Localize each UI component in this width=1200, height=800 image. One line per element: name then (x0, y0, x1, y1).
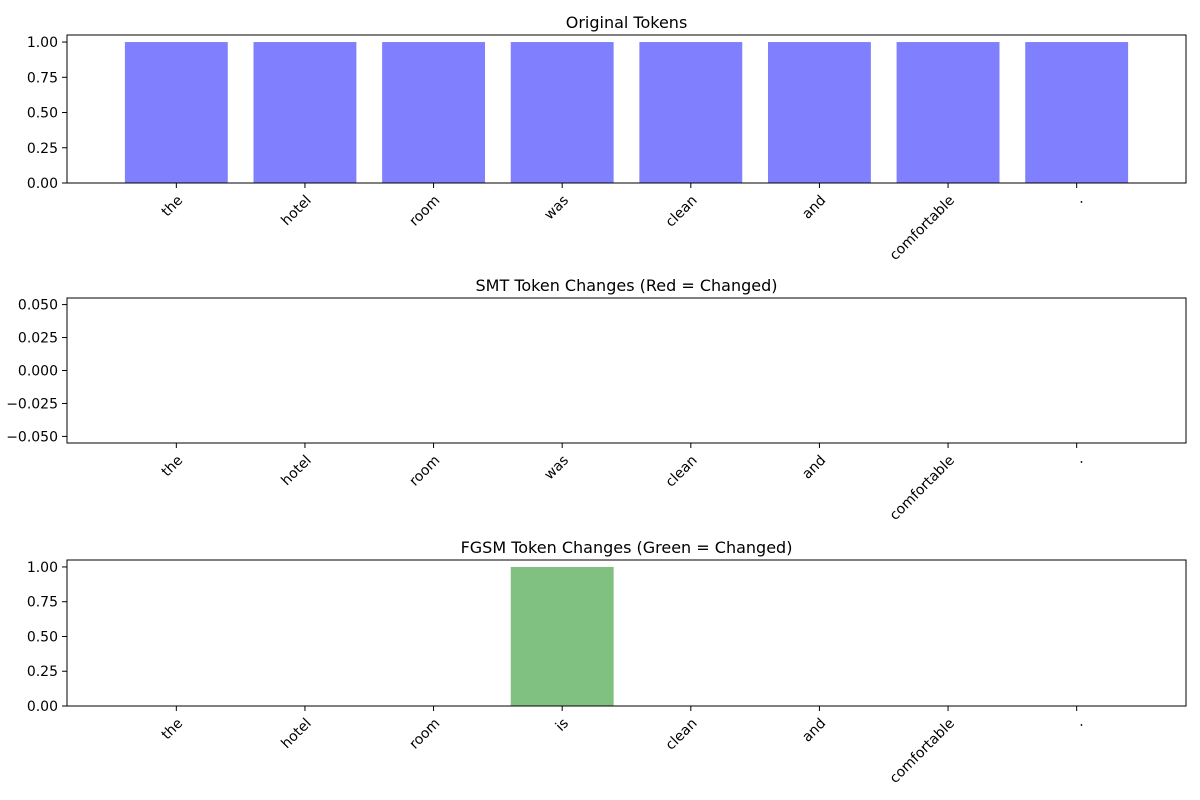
x-tick-label: the (159, 716, 187, 744)
bar (253, 42, 357, 183)
x-tick-label: . (1072, 193, 1086, 207)
x-tick-label: is (553, 716, 572, 735)
y-tick-label: 0.025 (18, 331, 58, 347)
y-tick-label: 0.50 (27, 629, 58, 645)
x-tick-label: comfortable (887, 453, 958, 524)
x-tick-label: . (1072, 453, 1086, 467)
chart-title: FGSM Token Changes (Green = Changed) (461, 538, 793, 557)
x-tick-label: comfortable (887, 193, 958, 264)
plot-frame (66, 559, 1187, 707)
x-tick-label: comfortable (887, 716, 958, 787)
bar (124, 42, 228, 183)
x-tick-label: clean (663, 716, 701, 754)
x-tick-label: room (406, 453, 443, 490)
chart-smt-token-changes: SMT Token Changes (Red = Changed) −0.050… (6, 276, 1187, 524)
y-tick-label: 0.50 (27, 106, 58, 122)
y-tick-label: 1.00 (27, 560, 58, 576)
chart-fgsm-token-changes: FGSM Token Changes (Green = Changed) 0.0… (27, 538, 1187, 787)
x-tick-label: and (799, 716, 829, 746)
y-tick-label: −0.050 (6, 429, 58, 445)
y-tick-label: 0.000 (18, 364, 58, 380)
chart-title: SMT Token Changes (Red = Changed) (476, 276, 778, 295)
y-tick-label: 0.75 (27, 70, 58, 86)
bar (1025, 42, 1129, 183)
x-tick-label: and (799, 453, 829, 483)
bar (767, 42, 871, 183)
bar (896, 42, 1000, 183)
y-tick-label: 0.00 (27, 176, 58, 192)
plot-frame (66, 297, 1187, 444)
x-tick-label: and (799, 193, 829, 223)
bar (639, 42, 743, 183)
x-tick-label: was (541, 193, 572, 224)
y-tick-label: −0.025 (6, 396, 58, 412)
x-tick-label: room (406, 193, 443, 230)
y-tick-label: 0.050 (18, 298, 58, 314)
x-tick-label: was (541, 453, 572, 484)
x-tick-label: the (159, 453, 187, 481)
x-tick-label: hotel (278, 193, 314, 229)
chart-title: Original Tokens (566, 13, 688, 32)
bar (510, 42, 614, 183)
y-tick-label: 0.75 (27, 595, 58, 611)
x-tick-label: hotel (278, 453, 314, 489)
plot-frame (66, 34, 1187, 184)
y-tick-label: 1.00 (27, 35, 58, 51)
y-tick-label: 0.25 (27, 664, 58, 680)
y-tick-label: 0.25 (27, 141, 58, 157)
x-tick-label: clean (663, 453, 701, 491)
x-tick-label: the (159, 193, 187, 221)
x-tick-label: clean (663, 193, 701, 231)
x-tick-label: hotel (278, 716, 314, 752)
bar (510, 566, 614, 706)
x-tick-label: room (406, 716, 443, 753)
bar (382, 42, 486, 183)
chart-original-tokens: Original Tokens 0.00 0.25 0.50 0.75 1.00 the h… (27, 13, 1187, 264)
x-tick-label: . (1072, 716, 1086, 730)
y-tick-label: 0.00 (27, 699, 58, 715)
